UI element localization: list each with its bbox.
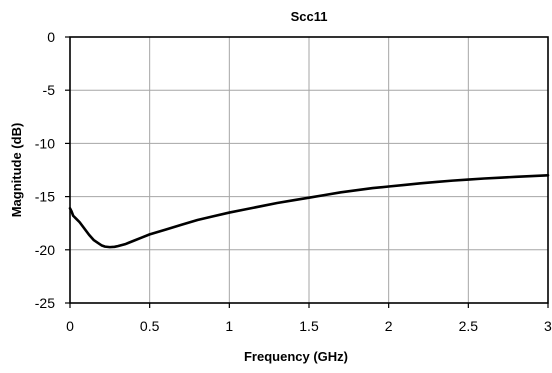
x-tick-label: 0.5 <box>140 318 160 334</box>
x-tick-label: 2.5 <box>459 318 479 334</box>
x-tick-label: 3 <box>544 318 552 334</box>
x-tick-label: 2 <box>385 318 393 334</box>
y-tick-label: -15 <box>35 189 55 205</box>
series-layer <box>68 174 550 249</box>
x-tick-label: 1 <box>225 318 233 334</box>
series-line-scc11 <box>68 174 550 249</box>
chart-title: Scc11 <box>291 9 328 24</box>
y-tick-label: -20 <box>35 242 55 258</box>
x-tick-label: 0 <box>66 318 74 334</box>
y-axis-title: Magnitude (dB) <box>9 123 24 218</box>
y-tick-label: -25 <box>35 295 55 311</box>
y-tick-label: -10 <box>35 135 55 151</box>
y-tick-label: 0 <box>47 29 55 45</box>
x-axis-title: Frequency (GHz) <box>244 349 348 364</box>
x-tick-label: 1.5 <box>299 318 319 334</box>
x-axis-ticks: 0 0.5 1 1.5 2 2.5 3 <box>66 303 552 334</box>
y-tick-label: -5 <box>43 82 56 98</box>
y-axis-ticks: 0 -5 -10 -15 -20 -25 <box>35 29 70 311</box>
grid-lines <box>70 37 548 303</box>
